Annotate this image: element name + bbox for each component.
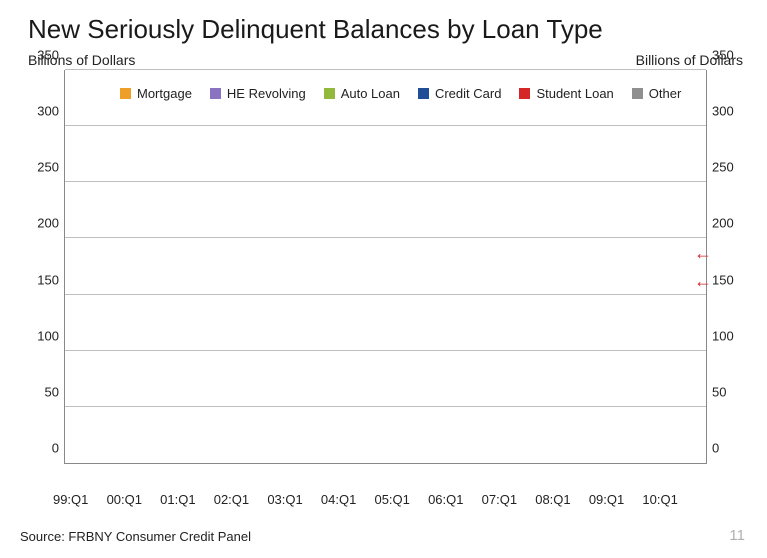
gridline	[65, 69, 706, 70]
xtick: 07:Q1	[482, 492, 517, 507]
chart-title: New Seriously Delinquent Balances by Loa…	[28, 14, 747, 45]
xtick: 08:Q1	[535, 492, 570, 507]
xtick: 03:Q1	[267, 492, 302, 507]
legend-item-other: Other	[632, 86, 682, 101]
source-text: Source: FRBNY Consumer Credit Panel	[20, 529, 251, 544]
xtick: 99:Q1	[53, 492, 88, 507]
legend-item-credit: Credit Card	[418, 86, 501, 101]
gridline	[65, 125, 706, 126]
ytick-right: 0	[712, 441, 742, 456]
legend-label: Student Loan	[536, 86, 613, 101]
legend-item-auto: Auto Loan	[324, 86, 400, 101]
ytick-right: 50	[712, 384, 742, 399]
ytick-left: 250	[29, 160, 59, 175]
legend-item-student: Student Loan	[519, 86, 613, 101]
xtick: 00:Q1	[107, 492, 142, 507]
x-axis-ticks: 99:Q100:Q101:Q102:Q103:Q104:Q105:Q106:Q1…	[64, 488, 707, 512]
legend-swatch	[210, 88, 221, 99]
ytick-right: 250	[712, 160, 742, 175]
legend-label: Other	[649, 86, 682, 101]
gridline	[65, 350, 706, 351]
ytick-left: 50	[29, 384, 59, 399]
legend-item-mortgage: Mortgage	[120, 86, 192, 101]
legend-item-he_rev: HE Revolving	[210, 86, 306, 101]
xtick: 01:Q1	[160, 492, 195, 507]
plot-area: 0050501001001501502002002502503003003503…	[64, 70, 707, 464]
legend-swatch	[120, 88, 131, 99]
gridline	[65, 181, 706, 182]
ytick-left: 0	[29, 441, 59, 456]
gridline	[65, 237, 706, 238]
ytick-left: 150	[29, 272, 59, 287]
ytick-right: 300	[712, 104, 742, 119]
legend: Mortgage HE Revolving Auto Loan Credit Card…	[120, 86, 681, 101]
ytick-right: 100	[712, 328, 742, 343]
legend-swatch	[519, 88, 530, 99]
ytick-left: 350	[29, 48, 59, 63]
legend-swatch	[632, 88, 643, 99]
ytick-right: 200	[712, 216, 742, 231]
chart-area: 0050501001001501502002002502503003003503…	[28, 70, 743, 488]
xtick: 09:Q1	[589, 492, 624, 507]
gridline	[65, 406, 706, 407]
legend-label: Credit Card	[435, 86, 501, 101]
xtick: 06:Q1	[428, 492, 463, 507]
ytick-left: 200	[29, 216, 59, 231]
xtick: 10:Q1	[642, 492, 677, 507]
ytick-right: 350	[712, 48, 742, 63]
page-number: 11	[729, 527, 745, 544]
legend-swatch	[324, 88, 335, 99]
ytick-left: 300	[29, 104, 59, 119]
ytick-right: 150	[712, 272, 742, 287]
legend-label: Auto Loan	[341, 86, 400, 101]
ytick-left: 100	[29, 328, 59, 343]
xtick: 02:Q1	[214, 492, 249, 507]
legend-swatch	[418, 88, 429, 99]
xtick: 05:Q1	[374, 492, 409, 507]
gridline	[65, 294, 706, 295]
legend-label: HE Revolving	[227, 86, 306, 101]
legend-label: Mortgage	[137, 86, 192, 101]
bars-container	[65, 70, 706, 463]
xtick: 04:Q1	[321, 492, 356, 507]
